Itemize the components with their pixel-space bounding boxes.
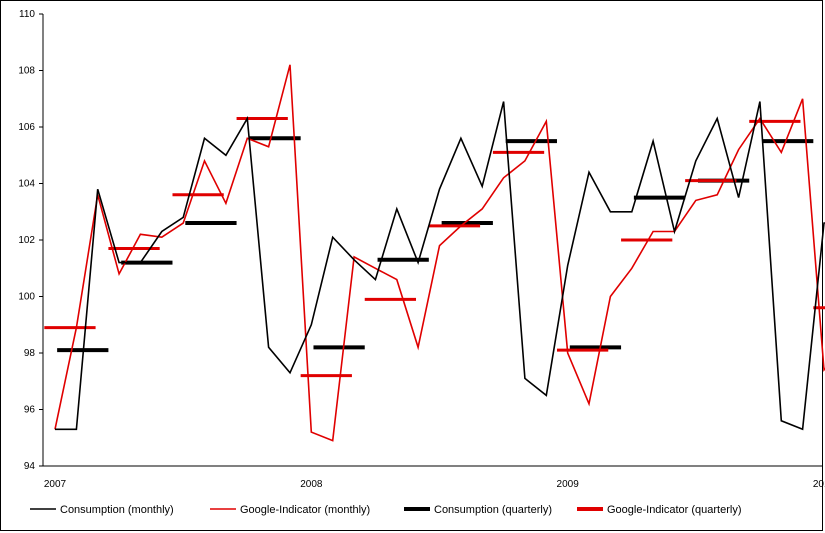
legend-item: Consumption (monthly) xyxy=(30,504,174,516)
legend-label: Google-Indicator (quarterly) xyxy=(607,504,742,516)
quarterly-layer xyxy=(44,117,825,378)
x-tick-label: 2007 xyxy=(44,479,67,490)
y-tick-label: 100 xyxy=(18,292,35,303)
legend-label: Google-Indicator (monthly) xyxy=(240,504,370,516)
axes: 94 96 98 100 102 104 106 108 110 2007 2008 2009 2010 xyxy=(18,9,825,490)
quarterly-series xyxy=(57,136,814,353)
legend-item: Google-Indicator (monthly) xyxy=(210,504,370,516)
legend: Consumption (monthly) Google-Indicator (m… xyxy=(30,504,742,516)
x-tick-label: 2008 xyxy=(300,479,323,490)
y-tick-label: 110 xyxy=(19,9,35,20)
y-tick-label: 106 xyxy=(18,122,35,133)
y-tick-label: 104 xyxy=(18,179,35,190)
y-tick-label: 96 xyxy=(24,405,36,416)
legend-item: Google-Indicator (quarterly) xyxy=(577,504,742,516)
legend-item: Consumption (quarterly) xyxy=(404,504,552,516)
legend-label: Consumption (quarterly) xyxy=(434,504,552,516)
legend-label: Consumption (monthly) xyxy=(60,504,174,516)
x-tick-label: 2009 xyxy=(557,479,580,490)
monthly-layer xyxy=(54,64,825,442)
quarterly-series xyxy=(44,117,825,378)
monthly-series-line xyxy=(55,101,825,431)
y-tick-label: 102 xyxy=(18,235,35,246)
monthly-series-line xyxy=(54,64,825,442)
y-tick-label: 98 xyxy=(24,348,36,359)
x-tick-label: 2010 xyxy=(813,479,825,490)
y-tick-label: 94 xyxy=(24,461,36,472)
y-tick-label: 108 xyxy=(18,66,35,77)
